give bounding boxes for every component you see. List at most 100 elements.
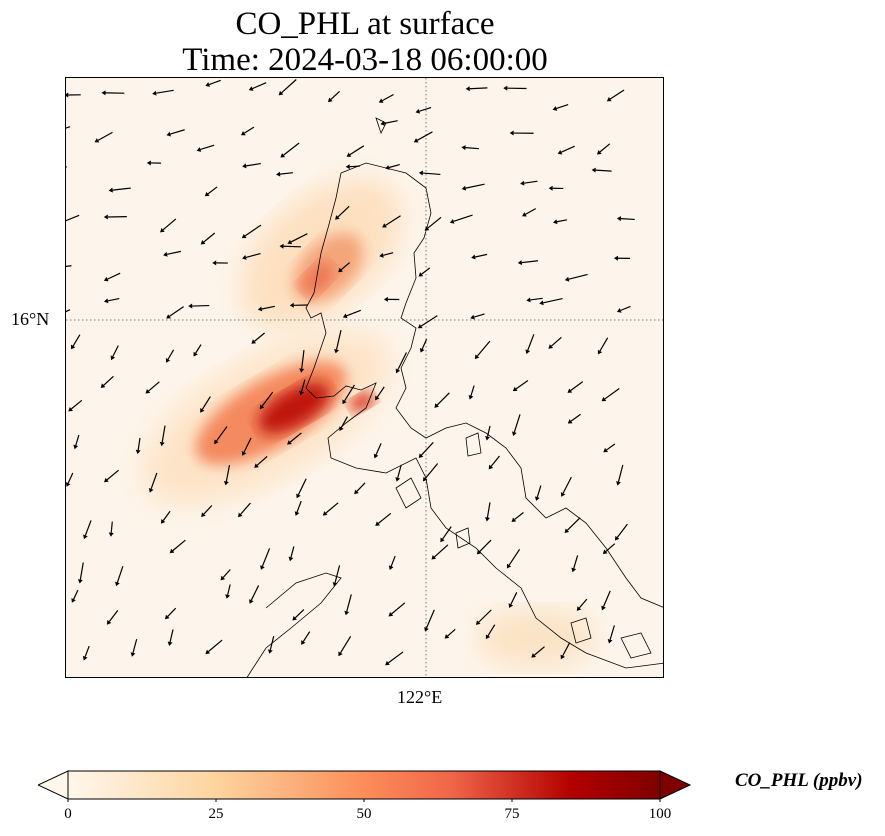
wind-arrow (419, 106, 432, 112)
plume-south-core (258, 382, 330, 434)
wind-arrow (344, 384, 355, 402)
wind-arrow (300, 379, 306, 392)
wind-arrow (515, 380, 529, 390)
wind-arrow-head (94, 138, 100, 143)
wind-arrow (261, 391, 274, 407)
wind-arrow (156, 89, 174, 94)
wind-arrow (599, 337, 609, 352)
wind-arrow-head (385, 165, 390, 170)
wind-arrow (84, 645, 90, 657)
wind-arrow-head (332, 582, 338, 587)
wind-arrow-head (101, 90, 106, 96)
wind-arrow-head (66, 92, 69, 98)
wind-arrow (513, 414, 521, 433)
wind-arrow-head (296, 493, 301, 499)
wind-arrow-head (167, 641, 173, 646)
wind-arrow (424, 463, 439, 479)
wind-arrow-head (152, 90, 157, 96)
wind-arrow (222, 569, 231, 578)
wind-arrow (606, 443, 616, 451)
wind-arrow (244, 126, 255, 134)
wind-arrow-head (395, 368, 401, 374)
wind-arrow-head (380, 120, 385, 126)
wind-arrow-head (108, 187, 113, 193)
wind-arrow-head (607, 638, 613, 644)
wind-arrow (620, 218, 635, 221)
wind-arrow (256, 455, 268, 466)
wind-arrow (609, 625, 615, 640)
wind-arrow-head (560, 492, 566, 497)
wind-arrow (169, 306, 184, 317)
wind-arrow (162, 510, 171, 521)
wind-arrow-head (616, 308, 622, 313)
wind-arrow (390, 555, 396, 567)
wind-arrow-head (334, 348, 339, 354)
coastline-luzon-west (305, 172, 663, 669)
wind-arrow (200, 144, 215, 151)
wind-arrow-head (613, 255, 619, 261)
wind-arrow-head (238, 512, 243, 518)
wind-arrow-head (188, 303, 193, 309)
wind-arrow-head (166, 131, 172, 137)
wind-arrow (474, 253, 488, 258)
wind-arrow-head (603, 447, 608, 453)
wind-arrow-head (461, 145, 466, 151)
wind-arrow (132, 638, 138, 654)
wind-arrow (521, 260, 539, 264)
wind-arrow-head (485, 435, 490, 441)
wind-arrow (243, 437, 252, 453)
wind-arrow (530, 297, 543, 301)
wind-arrow-head (242, 255, 247, 260)
wind-arrow (346, 594, 352, 612)
wind-arrow (325, 502, 339, 514)
wind-arrow (203, 505, 213, 515)
wind-arrow-head (241, 451, 247, 456)
colorbar-label: CO_PHL (ppbv) (735, 770, 863, 791)
wind-arrow (486, 502, 491, 518)
wind-arrow-head (82, 655, 88, 661)
wind-arrow-head (73, 444, 79, 450)
wind-arrow-head (488, 464, 494, 470)
colorbar-tick-25: 25 (208, 806, 224, 822)
wind-arrow (227, 584, 231, 596)
wind-arrow (281, 79, 297, 94)
lat-tick-label: 16°N (11, 309, 50, 329)
wind-arrow-head (522, 212, 527, 217)
wind-arrow-head (104, 477, 109, 483)
wind-arrow (261, 548, 271, 567)
wind-arrow (66, 126, 71, 129)
wind-arrow-head (548, 344, 554, 349)
wind-arrow-head (548, 185, 553, 191)
wind-arrow-head (212, 260, 217, 266)
wind-arrow-head (601, 605, 606, 611)
colorbar-tick-marks (67, 799, 661, 802)
wind-arrow-head (242, 163, 247, 169)
wind-arrow-head (373, 453, 379, 459)
wind-arrow-head (449, 218, 455, 224)
wind-arrow-head (424, 226, 430, 231)
wind-arrow (116, 566, 124, 583)
wind-arrow (340, 416, 348, 428)
wind-arrow (427, 216, 442, 229)
wind-arrow-head (248, 86, 254, 91)
wind-arrow (490, 455, 500, 467)
wind-arrow-head (601, 396, 607, 402)
wind-arrow (334, 565, 341, 583)
wind-arrow (478, 609, 492, 623)
wind-arrow (479, 539, 492, 553)
wind-arrow-head (71, 344, 76, 350)
wind-arrow (240, 502, 251, 515)
wind-arrow (442, 526, 452, 540)
wind-arrow-head (267, 649, 273, 654)
wind-arrow-head (110, 355, 116, 361)
wind-arrow (425, 609, 435, 629)
wind-arrow (510, 592, 518, 605)
wind-arrow-head (276, 171, 281, 177)
wind-arrow (289, 432, 302, 443)
wind-arrow-head (163, 251, 168, 257)
wind-arrow (384, 120, 398, 124)
wind-arrow-head (597, 349, 603, 355)
wind-arrow (137, 437, 141, 451)
wind-arrow-head (106, 620, 112, 625)
wind-arrow (434, 544, 449, 558)
